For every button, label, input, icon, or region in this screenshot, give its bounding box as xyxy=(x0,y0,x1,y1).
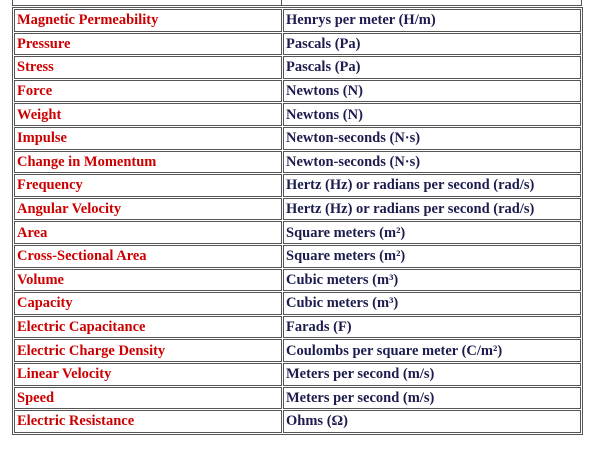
unit-cell: Pascals (Pa) xyxy=(283,56,581,79)
unit-cell: Square meters (m²) xyxy=(283,244,581,268)
quantity-cell: Magnetic Permeability xyxy=(14,9,282,32)
table-row: Pressure Pascals (Pa) xyxy=(14,32,581,56)
table-row: Magnetic Permeability Henrys per meter (H… xyxy=(14,9,581,32)
quantity-cell: Capacity xyxy=(14,292,282,315)
quantity-cell: Change in Momentum xyxy=(14,150,282,174)
table-row: Electric Charge Density Coulombs per squa… xyxy=(14,339,581,362)
unit-cell: Hertz (Hz) or radians per second (rad/s) xyxy=(283,174,581,197)
unit-cell: Ohms (Ω) xyxy=(283,410,581,433)
table-row: Electric Capacitance Farads (F) xyxy=(14,315,581,339)
unit-cell: Pascals (Pa) xyxy=(283,32,581,56)
table-row: Cross-Sectional Area Square meters (m²) xyxy=(14,244,581,268)
quantity-cell: Electric Charge Density xyxy=(14,339,282,362)
unit-cell: Cubic meters (m³) xyxy=(283,292,581,315)
units-table: Magnetic Permeability Henrys per meter (H… xyxy=(12,7,583,435)
unit-cell: Newtons (N) xyxy=(283,79,581,103)
unit-cell: Newton-seconds (N·s) xyxy=(283,150,581,174)
unit-cell: Cubic meters (m³) xyxy=(283,268,581,292)
unit-cell: Coulombs per square meter (C/m²) xyxy=(283,339,581,362)
quantity-cell: Area xyxy=(14,221,282,244)
quantity-cell: Weight xyxy=(14,103,282,126)
quantity-cell: Force xyxy=(14,79,282,103)
unit-cell: Newton-seconds (N·s) xyxy=(283,126,581,150)
table-row: Speed Meters per second (m/s) xyxy=(14,386,581,410)
table-row: Change in Momentum Newton-seconds (N·s) xyxy=(14,150,581,174)
quantity-cell: Stress xyxy=(14,56,282,79)
unit-cell: Hertz (Hz) or radians per second (rad/s) xyxy=(283,197,581,221)
table-row: Impulse Newton-seconds (N·s) xyxy=(14,126,581,150)
table-row: Stress Pascals (Pa) xyxy=(14,56,581,79)
table-row: Volume Cubic meters (m³) xyxy=(14,268,581,292)
quantity-cell: Frequency xyxy=(14,174,282,197)
quantity-cell: Volume xyxy=(14,268,282,292)
table-row: Area Square meters (m²) xyxy=(14,221,581,244)
table-row: Linear Velocity Meters per second (m/s) xyxy=(14,362,581,386)
table-row: Force Newtons (N) xyxy=(14,79,581,103)
table-row: Capacity Cubic meters (m³) xyxy=(14,292,581,315)
unit-cell: Square meters (m²) xyxy=(283,221,581,244)
quantity-cell: Angular Velocity xyxy=(14,197,282,221)
unit-cell: Henrys per meter (H/m) xyxy=(283,9,581,32)
quantity-cell: Electric Capacitance xyxy=(14,315,282,339)
table-row: Angular Velocity Hertz (Hz) or radians pe… xyxy=(14,197,581,221)
table-row: Frequency Hertz (Hz) or radians per secon… xyxy=(14,174,581,197)
quantity-cell: Speed xyxy=(14,386,282,410)
cut-off-row xyxy=(12,0,582,6)
unit-cell: Newtons (N) xyxy=(283,103,581,126)
unit-cell: Meters per second (m/s) xyxy=(283,386,581,410)
quantity-cell: Pressure xyxy=(14,32,282,56)
quantity-cell: Linear Velocity xyxy=(14,362,282,386)
table-row: Electric Resistance Ohms (Ω) xyxy=(14,410,581,433)
unit-cell: Meters per second (m/s) xyxy=(283,362,581,386)
quantity-cell: Electric Resistance xyxy=(14,410,282,433)
quantity-cell: Cross-Sectional Area xyxy=(14,244,282,268)
unit-cell: Farads (F) xyxy=(283,315,581,339)
table-row: Weight Newtons (N) xyxy=(14,103,581,126)
table-body: Magnetic Permeability Henrys per meter (H… xyxy=(14,9,581,433)
quantity-cell: Impulse xyxy=(14,126,282,150)
